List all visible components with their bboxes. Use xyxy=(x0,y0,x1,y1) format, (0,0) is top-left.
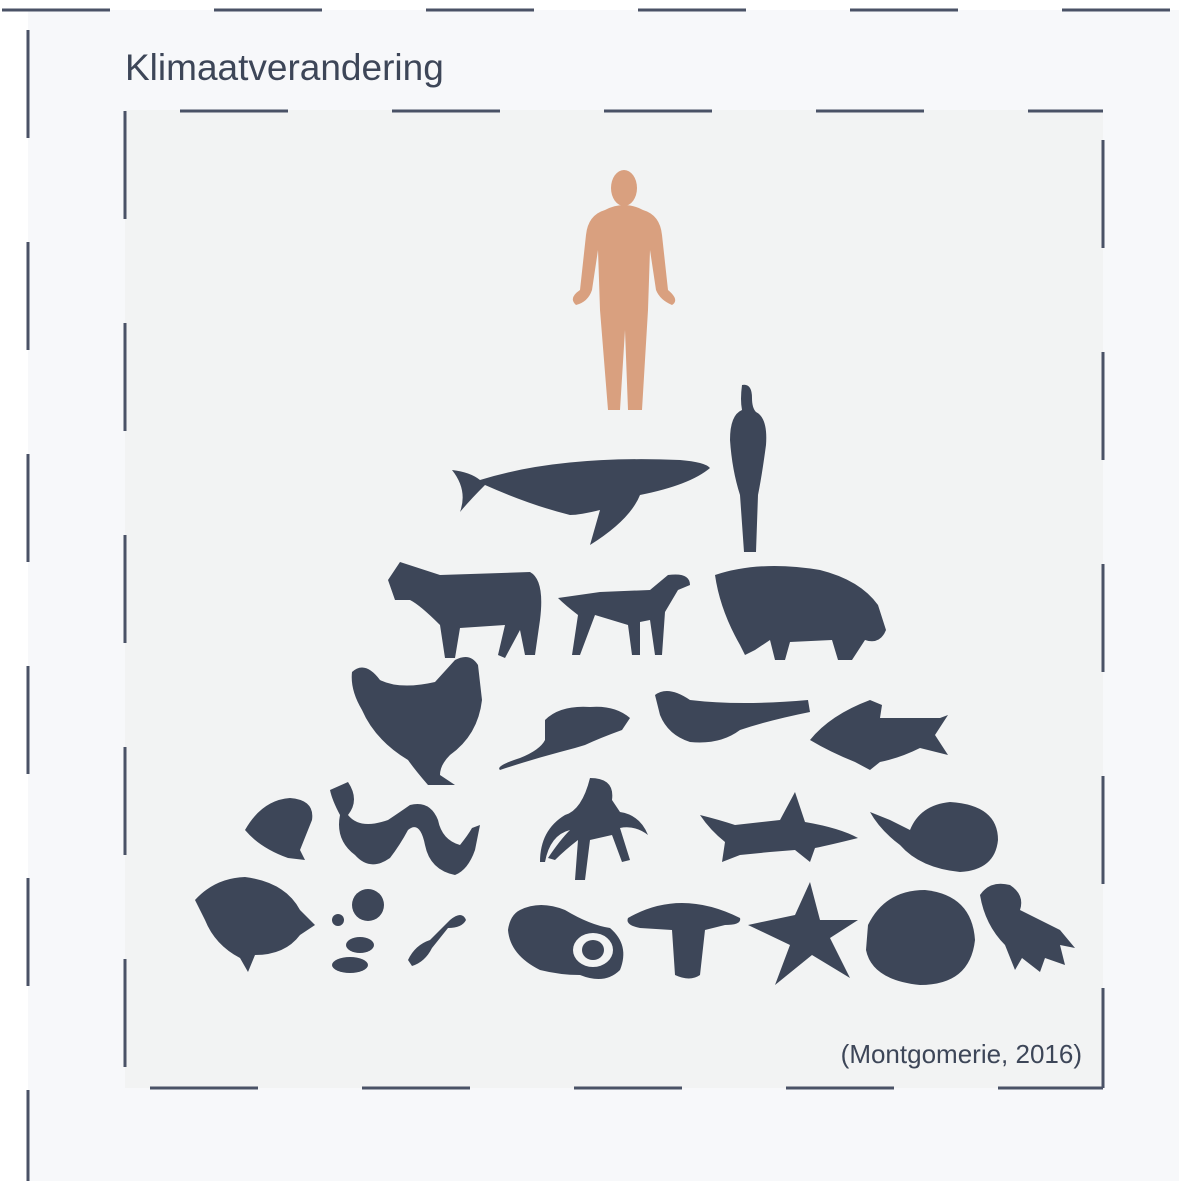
figure: (Montgomerie, 2016) xyxy=(125,110,1103,1088)
figure-caption: (Montgomerie, 2016) xyxy=(841,1039,1082,1069)
body: {"header": {"title": "Klimaatverandering… xyxy=(0,0,1179,1181)
page: Klimaatverandering html, body { margin: … xyxy=(0,0,1179,1181)
card-title: Klimaatverandering xyxy=(125,47,444,88)
shell-core xyxy=(582,940,604,960)
card: Klimaatverandering xyxy=(0,0,1179,1181)
